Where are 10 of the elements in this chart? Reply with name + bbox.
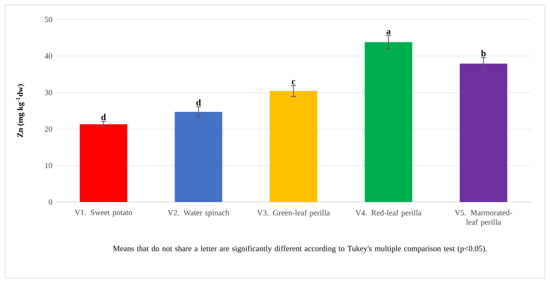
annotation: d	[196, 99, 201, 106]
annotation: b	[481, 50, 486, 56]
annotation: d	[101, 114, 106, 120]
bar	[460, 64, 508, 202]
bar	[270, 91, 318, 202]
bar	[80, 124, 128, 202]
annotation: a	[386, 30, 391, 34]
bar	[174, 112, 222, 202]
annotation: c	[292, 80, 296, 84]
bar	[364, 42, 412, 202]
